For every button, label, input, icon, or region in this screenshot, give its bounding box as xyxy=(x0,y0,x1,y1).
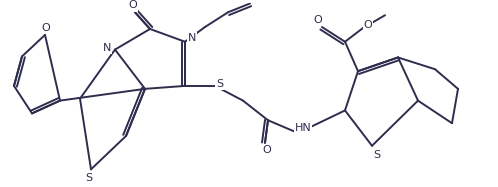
Text: S: S xyxy=(374,150,380,160)
Text: O: O xyxy=(364,20,373,30)
Text: O: O xyxy=(262,145,271,155)
Text: S: S xyxy=(86,173,93,183)
Text: N: N xyxy=(103,43,111,53)
Text: O: O xyxy=(314,15,322,25)
Text: S: S xyxy=(217,79,224,89)
Text: N: N xyxy=(188,33,196,43)
Text: O: O xyxy=(128,0,137,10)
Text: HN: HN xyxy=(295,123,311,133)
Text: O: O xyxy=(42,23,50,33)
